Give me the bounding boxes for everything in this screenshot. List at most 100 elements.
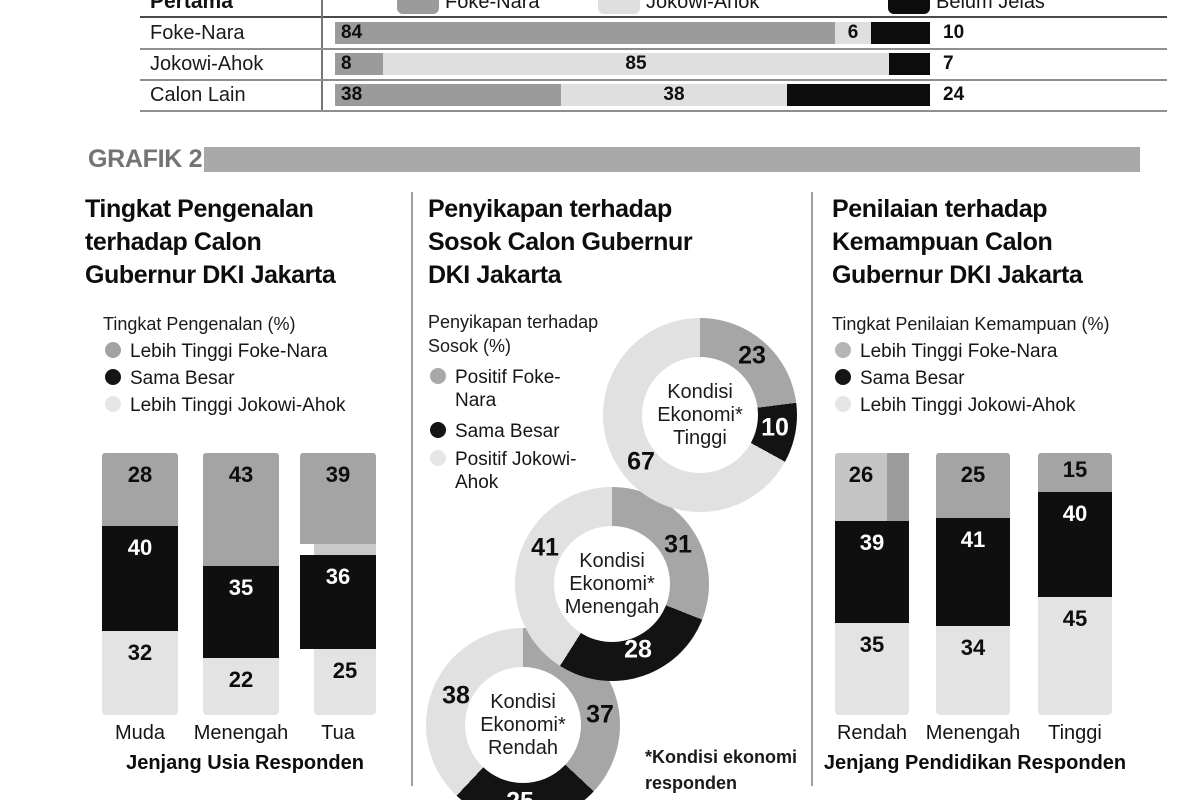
segment-belum-jelas [871,22,930,44]
legend-item-sama-besar: Sama Besar [430,420,560,443]
donut-center-line: Tinggi [673,426,727,449]
legend-item-sama-besar: Sama Besar [835,367,965,390]
panel-title-line: DKI Jakarta [428,261,562,289]
segment-belum-jelas [787,84,930,106]
legend-label-foke-nara: Foke-Nara [445,0,540,13]
donut-kondisi-ekonomi-menengah: Kondisi Ekonomi* Menengah [515,487,709,681]
table-rule [140,110,1167,112]
legend-label-line: Positif Jokowi- [455,449,577,470]
value-label: 45 [1062,606,1088,631]
bar-muda: 28 40 32 [102,453,178,715]
panel-divider [811,192,813,786]
donut-center-label: Kondisi Ekonomi* Tinggi [642,357,758,473]
segment-light: 32 [102,631,178,715]
legend-label-line: Nara [455,390,497,411]
legend-title: Tingkat Penilaian Kemampuan (%) [832,314,1110,334]
donut-kondisi-ekonomi-tinggi: Kondisi Ekonomi* Tinggi [603,318,797,512]
segment-foke-nara: 84 [335,22,835,44]
segment-foke-nara: 38 [335,84,561,106]
segment-belum-jelas [889,53,930,75]
black-circle-icon [835,369,851,385]
value-label: 84 [341,22,363,43]
value-label: 43 [228,462,254,487]
segment-light: 34 [936,626,1010,715]
row-label-calon-lain: Calon Lain [150,84,246,106]
value-label: 10 [761,413,789,442]
legend-label-belum-jelas: Belum Jelas [936,0,1045,13]
legend-title-line: Sosok (%) [428,336,512,356]
value-label: 67 [627,447,655,476]
legend-label-line: Positif Foke- [455,367,561,388]
table-header-pertama: Pertama [150,0,233,13]
legend-item-label: Positif Foke- Nara [455,366,561,412]
light-circle-icon [835,396,851,412]
legend-item-label: Sama Besar [860,368,965,389]
panel-title: Penilaian terhadap Kemampuan Calon Guber… [832,193,1083,292]
segment-jokowi-ahok: 38 [561,84,787,106]
legend-item-label: Lebih Tinggi Foke-Nara [130,341,328,362]
light-circle-icon [430,450,446,466]
table-rule [140,16,1167,18]
value-label: 41 [531,533,559,562]
table-rule [140,79,1167,81]
value-label: 40 [1062,501,1088,526]
donut-center-line: Ekonomi* [657,403,743,426]
bar-row-foke-nara: 84 6 [335,22,930,44]
value-label: 26 [848,462,874,487]
segment-gray: 39 [300,453,376,544]
panel-title-line: Gubernur DKI Jakarta [85,261,336,289]
value-label: 35 [228,575,254,600]
segment-light: 45 [1038,597,1112,715]
segment-foke-nara: 8 [335,53,383,75]
panel-title: Penyikapan terhadap Sosok Calon Gubernur… [428,193,693,292]
panel-title-line: Kemampuan Calon [832,228,1053,256]
gray-circle-icon [835,342,851,358]
donut-kondisi-ekonomi-rendah: Kondisi Ekonomi* Rendah [426,628,620,800]
legend-item-jokowi-ahok: Lebih Tinggi Jokowi-Ahok [105,394,345,417]
legend-swatch-foke-nara [397,0,439,14]
legend-item-positif-foke-nara: Positif Foke- Nara [430,366,580,412]
donut-center-line: Kondisi [579,549,645,572]
value-label: 39 [325,462,351,487]
value-label: 22 [228,667,254,692]
footnote: *Kondisi ekonomi responden [645,744,797,796]
segment-black: 41 [936,518,1010,626]
row-label-jokowi-ahok: Jokowi-Ahok [150,53,264,75]
bar-menengah: 43 35 22 [203,453,279,715]
value-label: 25 [332,658,358,683]
value-label: 6 [847,22,859,43]
donut-center-label: Kondisi Ekonomi* Menengah [554,526,670,642]
category-label-tua: Tua [321,722,355,744]
value-label: 35 [859,632,885,657]
legend-title: Tingkat Pengenalan (%) [103,314,296,334]
black-circle-icon [105,369,121,385]
panel-title-line: Penilaian terhadap [832,195,1048,223]
panel-divider [411,192,413,786]
value-label: 25 [506,788,534,800]
segment-gray: 25 [936,453,1010,518]
donut-center-line: Ekonomi* [480,713,566,736]
bar-rendah: 26 39 35 [835,453,909,715]
grafik2-label: GRAFIK 2 [88,145,203,173]
value-label: 36 [325,564,351,589]
segment-black: 40 [102,526,178,631]
value-label: 38 [341,84,363,105]
print-artifact [314,544,376,555]
value-label: 23 [738,341,766,370]
legend-swatch-belum-jelas [888,0,930,14]
donut-center-line: Kondisi [490,690,556,713]
segment-light: 22 [203,658,279,715]
category-label-tinggi: Tinggi [1048,722,1102,744]
row-label-foke-nara: Foke-Nara [150,22,245,44]
black-circle-icon [430,422,446,438]
bar-row-calon-lain: 38 38 [335,84,930,106]
axis-title-usia: Jenjang Usia Responden [126,752,364,774]
table-column-divider [321,0,323,110]
value-label: 8 [341,53,352,74]
gray-circle-icon [105,342,121,358]
legend-item-jokowi-ahok: Lebih Tinggi Jokowi-Ahok [835,394,1075,417]
light-circle-icon [105,396,121,412]
donut-center-label: Kondisi Ekonomi* Rendah [465,667,581,783]
segment-black: 35 [203,566,279,658]
